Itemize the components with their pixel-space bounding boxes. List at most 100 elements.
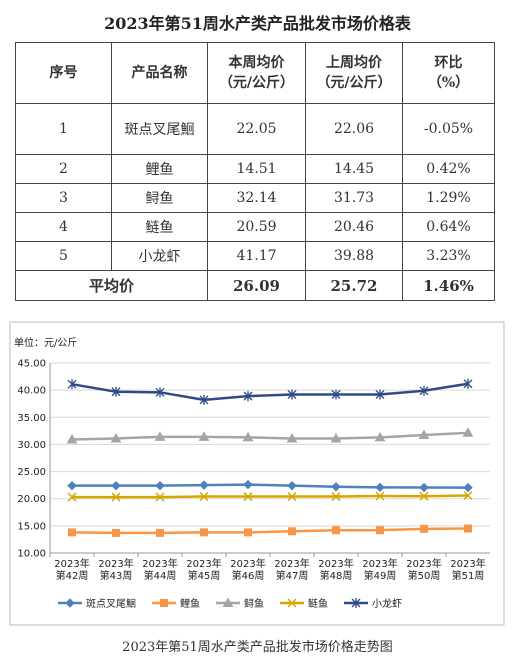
x-tick-label: 2023年第51周 [450, 557, 485, 582]
marker [111, 386, 121, 397]
marker [375, 482, 385, 493]
x-tick-label: 2023年第42周 [54, 557, 89, 582]
legend-label: 斑点叉尾鮰 [86, 597, 136, 610]
y-axis-label: 单位：元/公斤 [14, 336, 77, 349]
y-tick-label: 20.00 [17, 494, 46, 505]
marker [198, 431, 210, 441]
cell: 39.88 [305, 241, 403, 271]
marker [419, 482, 429, 493]
header-cell: 序号 [15, 42, 112, 104]
marker [199, 492, 209, 502]
marker [464, 524, 472, 533]
marker [67, 480, 77, 491]
marker [68, 528, 76, 537]
y-tick-label: 25.00 [17, 467, 46, 478]
marker [331, 482, 341, 492]
header-cell: 产品名称 [111, 42, 208, 104]
marker [419, 491, 429, 501]
marker [160, 599, 168, 607]
marker [287, 389, 297, 400]
cell: 小龙虾 [111, 241, 208, 271]
marker [374, 431, 386, 442]
marker [111, 492, 121, 502]
chart-frame [9, 321, 505, 626]
marker [110, 432, 122, 443]
marker [331, 492, 341, 502]
x-tick-label: 2023年第44周 [142, 557, 177, 582]
marker [419, 385, 429, 396]
x-tick-label: 2023年第50周 [406, 557, 441, 582]
cell: 22.06 [305, 103, 403, 155]
x-tick-label: 2023年第47周 [274, 557, 309, 582]
caption: 2023年第51周水产类产品批发市场价格走势图 [122, 640, 393, 655]
cell: 41.17 [207, 241, 306, 271]
y-tick-label: 30.00 [17, 440, 46, 451]
x-tick-label: 2023年第43周 [98, 557, 133, 582]
cell: 鲤鱼 [111, 154, 208, 184]
marker [112, 528, 120, 537]
series-line [72, 494, 469, 499]
cell: 1.29% [402, 183, 495, 213]
marker [154, 431, 166, 441]
marker [67, 492, 77, 502]
header-cell: 本周均价 （元/公斤） [207, 42, 306, 104]
row: 4 鲢鱼 20.59 20.46 0.64% [15, 212, 495, 242]
legend-label: 鲟鱼 [244, 597, 264, 610]
marker [463, 490, 473, 501]
marker [463, 378, 473, 389]
marker [463, 482, 473, 493]
cell: 斑点叉尾鮰 [111, 103, 208, 155]
marker [351, 598, 361, 608]
x-tick-label: 2023年第48周 [318, 557, 353, 582]
cell: 平均价 [15, 270, 208, 301]
price-table: 序号 产品名称 本周均价 （元/公斤） 上周均价 （元/公斤） 环比 （%） 1… [15, 42, 495, 301]
marker [331, 389, 341, 400]
marker [287, 480, 297, 491]
cell: 1.46% [402, 270, 495, 301]
marker [375, 389, 385, 400]
cell: 20.46 [305, 212, 403, 242]
marker [332, 526, 340, 535]
row: 2 鲤鱼 14.51 14.45 0.42% [15, 154, 495, 184]
marker [243, 391, 253, 402]
marker [286, 432, 298, 443]
y-tick-label: 40.00 [17, 386, 46, 397]
marker [244, 528, 252, 537]
marker [243, 479, 253, 490]
marker [462, 427, 474, 437]
cell: 3.23% [402, 241, 495, 271]
marker [155, 480, 165, 491]
average-row: 平均价 26.09 25.72 1.46% [15, 270, 495, 301]
y-tick-label: 35.00 [17, 413, 46, 424]
cell: 5 [15, 241, 112, 271]
marker [155, 492, 165, 502]
marker [66, 434, 78, 444]
marker [222, 597, 234, 607]
cell: 25.72 [305, 270, 403, 301]
marker [67, 379, 77, 390]
y-tick-label: 15.00 [17, 521, 46, 532]
cell: 鲟鱼 [111, 183, 208, 213]
x-tick-label: 2023年第45周 [186, 557, 221, 582]
cell: 鲢鱼 [111, 212, 208, 242]
legend-label: 鲢鱼 [308, 597, 328, 610]
cell: 1 [15, 103, 112, 155]
legend-label: 鲤鱼 [180, 597, 200, 610]
x-tick-label: 2023年第49周 [362, 557, 397, 582]
cell: 31.73 [305, 183, 403, 213]
title: 2023年第51周水产类产品批发市场价格表 [104, 14, 411, 33]
series-line [71, 431, 469, 441]
marker [200, 528, 208, 537]
marker [155, 387, 165, 398]
series-line [71, 382, 469, 402]
series-line [71, 527, 469, 535]
series-line [72, 483, 469, 489]
cell: 22.05 [207, 103, 306, 155]
marker [65, 598, 75, 608]
marker [330, 432, 342, 443]
marker [242, 431, 254, 442]
header-row: 序号 产品名称 本周均价 （元/公斤） 上周均价 （元/公斤） 环比 （%） [15, 42, 495, 104]
y-tick-label: 45.00 [17, 359, 46, 370]
